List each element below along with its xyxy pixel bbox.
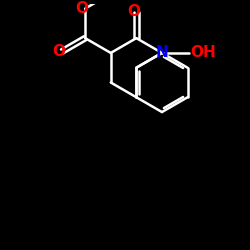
Text: O: O [75, 1, 88, 16]
Text: O: O [52, 44, 65, 59]
Text: O: O [127, 4, 140, 19]
Text: OH: OH [190, 46, 216, 60]
Text: N: N [156, 46, 168, 60]
